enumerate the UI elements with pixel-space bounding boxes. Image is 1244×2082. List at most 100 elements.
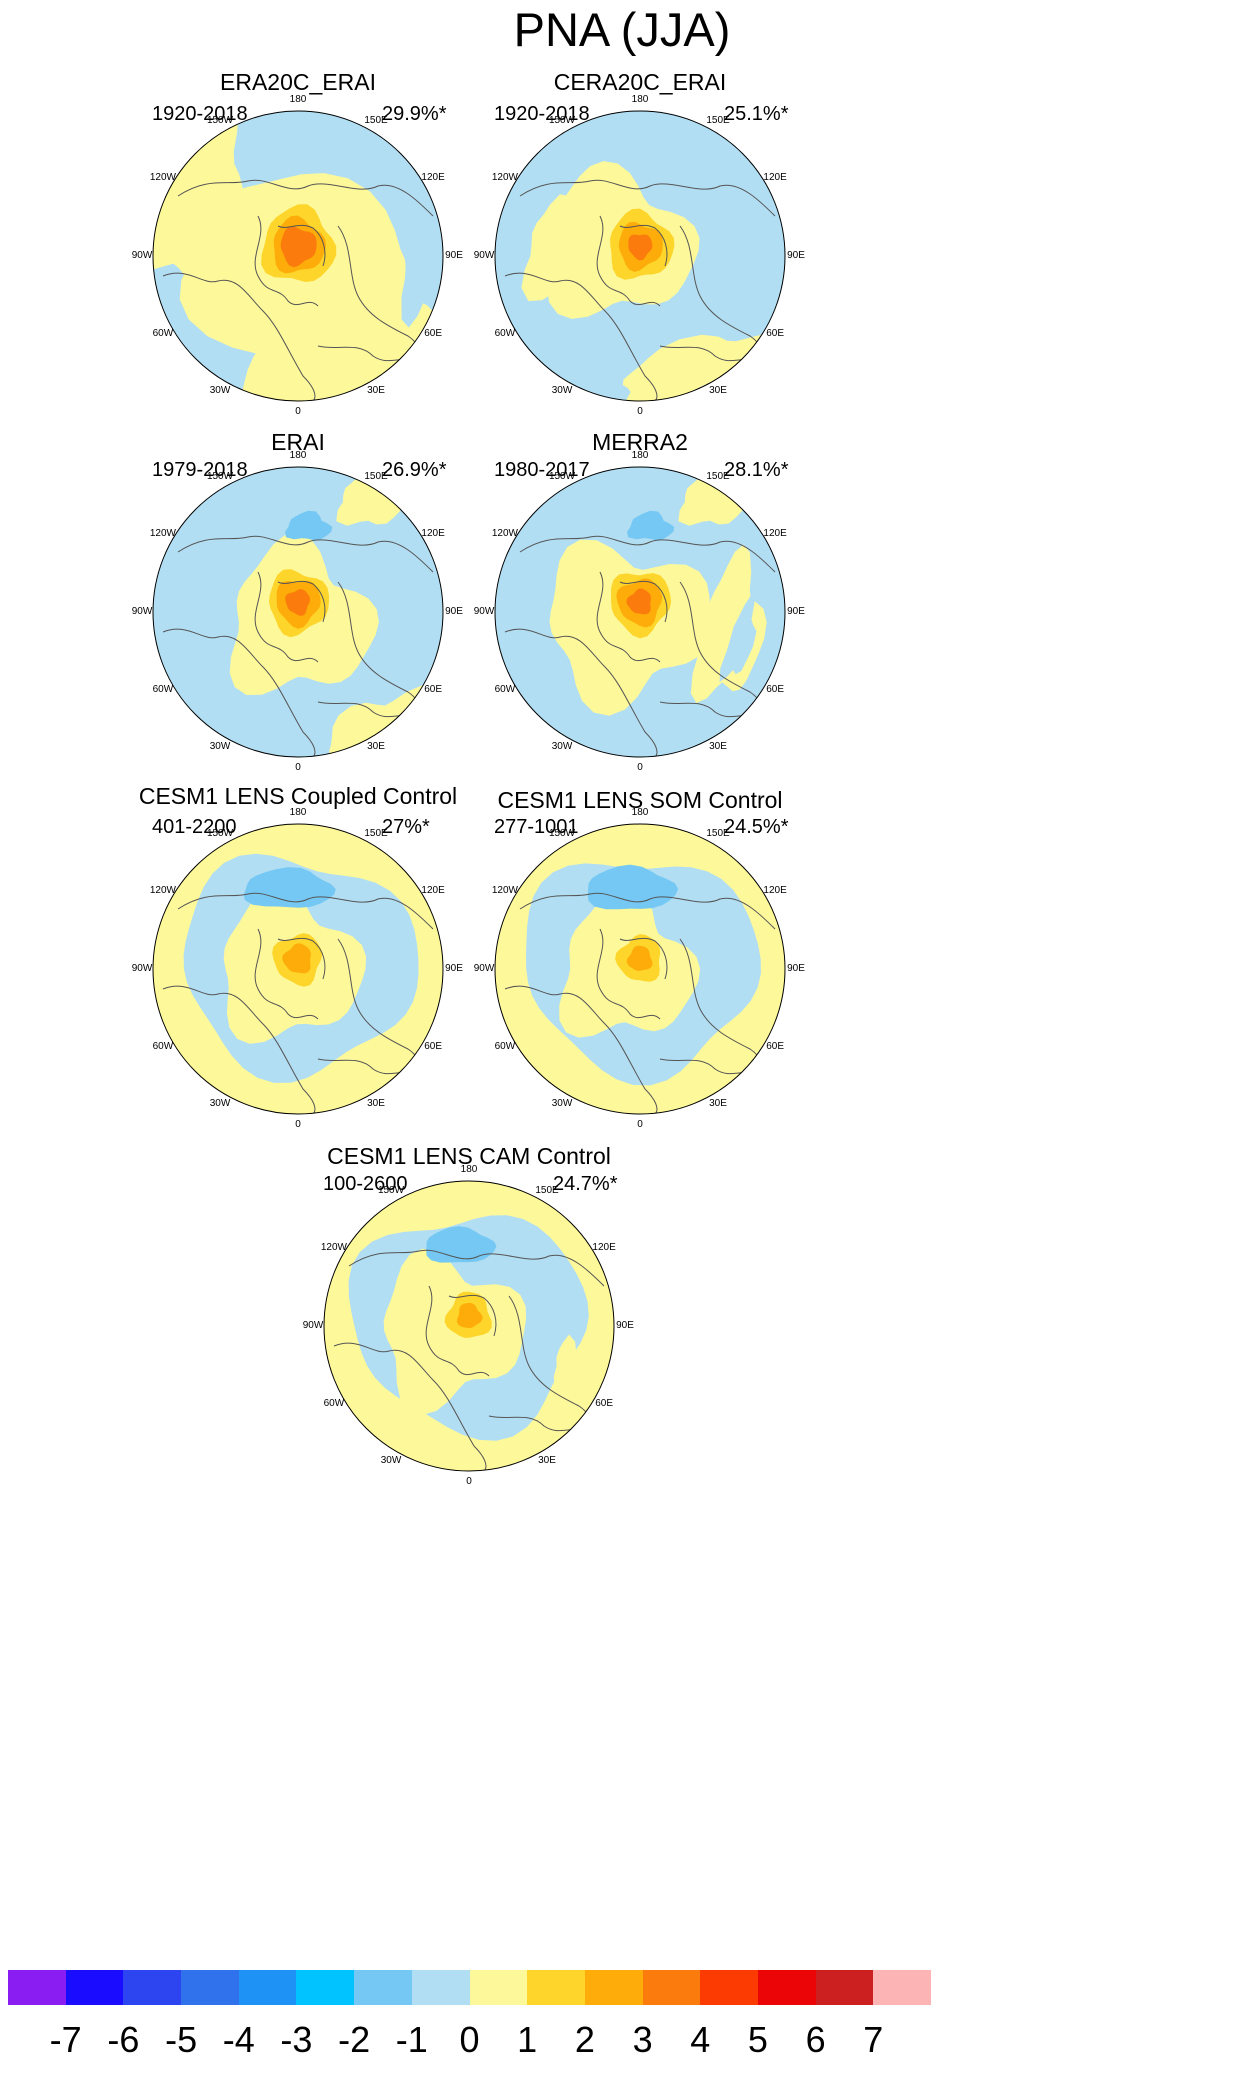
longitude-label: 60W: [152, 1041, 174, 1052]
panel-years: 100-2600: [323, 1173, 408, 1195]
colorbar-swatch: [873, 1970, 932, 2005]
negative-anomaly-core: [587, 864, 679, 910]
colorbar-swatch: [296, 1970, 355, 2005]
longitude-label: 90E: [787, 606, 805, 617]
longitude-label: 150E: [535, 1184, 559, 1196]
negative-anomaly-core: [627, 510, 675, 541]
coastline: [348, 1249, 605, 1287]
positive-anomaly-region: [690, 544, 767, 703]
longitude-label: 90E: [787, 250, 805, 261]
polar-map: [494, 110, 786, 402]
longitude-label: 60E: [424, 328, 442, 339]
panel-years: 1920-2018: [494, 103, 590, 125]
longitude-label: 120W: [149, 528, 176, 539]
longitude-label: 60E: [424, 684, 442, 695]
longitude-label: 150E: [364, 114, 388, 126]
longitude-label: 60E: [595, 1398, 613, 1409]
map-boundary: [494, 110, 786, 402]
longitude-label: 30W: [209, 1098, 231, 1110]
colorbar-swatch: [8, 1970, 67, 2005]
panel-title: MERRA2: [592, 429, 688, 455]
longitude-label: 150E: [706, 827, 730, 839]
longitude-label: 120W: [320, 1242, 347, 1253]
colorbar-swatch: [642, 1970, 701, 2005]
colorbar-swatch: [700, 1970, 759, 2005]
longitude-label: 180: [289, 807, 307, 818]
positive-anomaly-region: [521, 194, 601, 302]
panel-title: CERA20C_ERAI: [553, 69, 727, 95]
longitude-label: 120E: [763, 528, 787, 539]
colorbar-swatch: [238, 1970, 297, 2005]
panel-explained-variance: 27%*: [382, 816, 430, 838]
colorbar-swatch: [123, 1970, 182, 2005]
colorbar-swatch: [65, 1970, 124, 2005]
longitude-label: 60E: [424, 1041, 442, 1052]
polar-map: [152, 466, 444, 758]
panel-explained-variance: 29.9%*: [382, 103, 447, 125]
longitude-label: 150E: [364, 827, 388, 839]
longitude-label: 150W: [548, 827, 576, 839]
coastline: [333, 1342, 487, 1471]
map-boundary: [152, 823, 444, 1115]
coastline: [619, 224, 668, 267]
longitude-label: 120W: [149, 172, 176, 183]
longitude-label: 90W: [302, 1320, 324, 1331]
longitude-label: 30E: [538, 1455, 556, 1467]
polar-map: [152, 110, 444, 402]
map-boundary: [494, 466, 786, 758]
colorbar-tick-label: -2: [338, 2019, 371, 2060]
panel-explained-variance: 24.7%*: [553, 1173, 618, 1195]
colorbar-tick-label: 1: [517, 2019, 538, 2060]
longitude-label: 30E: [709, 741, 727, 753]
panel-explained-variance: 26.9%*: [382, 459, 447, 481]
longitude-label: 0: [637, 406, 643, 417]
coastline: [277, 224, 326, 267]
coastline: [254, 928, 319, 1020]
negative-anomaly-region: [719, 593, 757, 683]
positive-anomaly-core: [282, 943, 311, 974]
polar-map: [152, 823, 444, 1115]
panel-years: 1979-2018: [152, 459, 248, 481]
longitude-label: 90E: [787, 963, 805, 974]
longitude-label: 120W: [491, 172, 518, 183]
colorbar-swatch: [584, 1970, 644, 2005]
longitude-label: 60W: [494, 1041, 516, 1052]
longitude-label: 150W: [548, 470, 576, 482]
longitude-label: 60E: [766, 328, 784, 339]
longitude-label: 60W: [494, 328, 516, 339]
panel-title: CESM1 LENS CAM Control: [327, 1143, 611, 1169]
coastline: [277, 580, 326, 623]
map-boundary: [494, 823, 786, 1115]
longitude-label: 0: [295, 762, 301, 773]
longitude-label: 90W: [473, 963, 495, 974]
coastline: [596, 571, 661, 663]
panel-title: CESM1 LENS Coupled Control: [138, 783, 458, 809]
polar-map: [494, 823, 786, 1115]
panel-title: CESM1 LENS SOM Control: [497, 787, 783, 813]
longitude-label: 180: [460, 1164, 478, 1175]
longitude-label: 90W: [131, 963, 153, 974]
coastline: [177, 179, 434, 217]
longitude-label: 120E: [421, 528, 445, 539]
longitude-label: 0: [637, 762, 643, 773]
coastline: [448, 1294, 497, 1337]
colorbar-tick-label: -7: [49, 2019, 82, 2060]
longitude-label: 60E: [766, 1041, 784, 1052]
colorbar-tick-label: -1: [395, 2019, 428, 2060]
longitude-label: 90E: [445, 250, 463, 261]
coastline: [177, 535, 434, 573]
colorbar-tick-label: 3: [632, 2019, 653, 2060]
longitude-label: 30W: [209, 385, 231, 397]
longitude-label: 120E: [421, 172, 445, 183]
positive-anomaly-region: [678, 470, 745, 526]
positive-anomaly-core: [628, 234, 653, 261]
longitude-label: 30W: [209, 741, 231, 753]
longitude-label: 120W: [149, 885, 176, 896]
longitude-label: 30W: [551, 385, 573, 397]
positive-anomaly-region: [153, 111, 244, 279]
longitude-label: 30E: [709, 1098, 727, 1110]
longitude-label: 90E: [445, 606, 463, 617]
colorbar-tick-label: 0: [459, 2019, 480, 2060]
longitude-label: 180: [289, 94, 307, 105]
panel-years: 277-1001: [494, 816, 579, 838]
